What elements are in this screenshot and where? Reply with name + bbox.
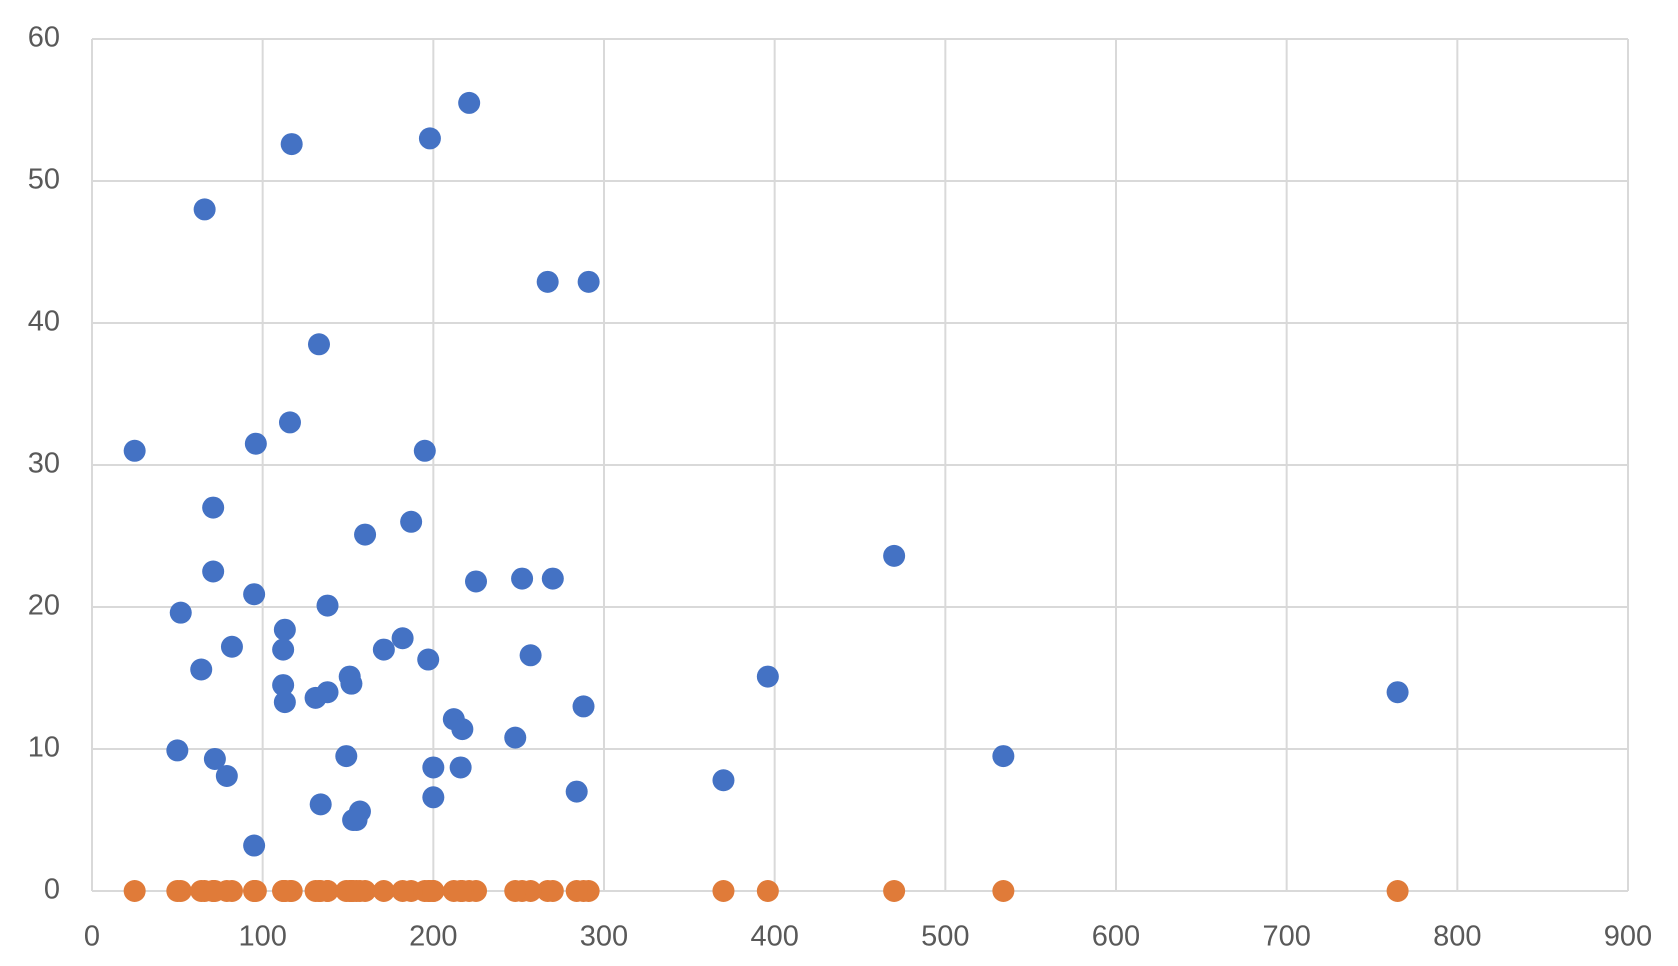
x-tick-label: 200 xyxy=(409,921,457,953)
point xyxy=(536,270,559,293)
x-tick-label: 500 xyxy=(921,921,969,953)
point xyxy=(123,880,146,902)
point xyxy=(215,880,238,902)
point xyxy=(458,91,481,114)
point xyxy=(272,638,295,661)
point xyxy=(202,496,225,519)
point xyxy=(756,880,779,902)
x-tick-label: 800 xyxy=(1433,921,1481,953)
x-tick-label: 600 xyxy=(1092,921,1140,953)
point xyxy=(273,618,296,641)
point xyxy=(883,544,906,567)
point xyxy=(193,198,216,221)
point xyxy=(203,747,226,770)
point xyxy=(220,635,243,658)
point xyxy=(511,567,534,590)
point xyxy=(340,672,363,695)
point xyxy=(166,739,189,762)
point xyxy=(572,695,595,718)
point xyxy=(243,834,266,857)
y-tick-label: 20 xyxy=(28,590,60,622)
point xyxy=(422,786,445,809)
y-tick-label: 30 xyxy=(28,448,60,480)
point xyxy=(372,638,395,661)
point xyxy=(712,769,735,792)
point xyxy=(577,270,600,293)
point xyxy=(335,745,358,768)
point xyxy=(243,880,266,902)
point xyxy=(756,665,779,688)
point xyxy=(417,648,440,671)
point xyxy=(992,880,1015,902)
x-tick-label: 100 xyxy=(238,921,286,953)
point xyxy=(413,439,436,462)
point xyxy=(272,674,295,697)
point xyxy=(166,880,189,902)
point xyxy=(883,880,906,902)
x-tick-label: 0 xyxy=(84,921,100,953)
y-tick-label: 10 xyxy=(28,732,60,764)
point xyxy=(280,133,303,156)
point xyxy=(169,601,192,624)
point xyxy=(519,880,542,902)
point xyxy=(307,333,330,356)
point xyxy=(391,627,414,650)
x-tick-label: 700 xyxy=(1262,921,1310,953)
point xyxy=(1386,681,1409,704)
y-tick-label: 0 xyxy=(44,874,60,906)
point xyxy=(309,880,332,902)
point xyxy=(345,880,368,902)
point xyxy=(519,644,542,667)
x-tick-label: 400 xyxy=(750,921,798,953)
point xyxy=(273,880,296,902)
point xyxy=(273,691,296,714)
point xyxy=(418,127,441,150)
point xyxy=(190,658,213,681)
y-tick-label: 40 xyxy=(28,306,60,338)
y-tick-label: 50 xyxy=(28,164,60,196)
point xyxy=(504,726,527,749)
point xyxy=(202,560,225,583)
x-tick-label: 900 xyxy=(1604,921,1652,953)
point xyxy=(449,880,472,902)
point xyxy=(422,880,445,902)
point xyxy=(992,745,1015,768)
point xyxy=(400,510,423,533)
point xyxy=(243,583,266,606)
point xyxy=(712,880,735,902)
point xyxy=(309,793,332,816)
point xyxy=(345,809,368,831)
point xyxy=(451,718,474,741)
point xyxy=(449,756,472,779)
x-tick-label: 300 xyxy=(580,921,628,953)
point xyxy=(565,780,588,803)
point xyxy=(372,880,395,902)
point xyxy=(215,764,238,787)
point xyxy=(541,567,564,590)
point xyxy=(465,570,487,593)
point xyxy=(123,439,146,462)
point xyxy=(391,880,414,902)
point xyxy=(316,594,339,617)
point xyxy=(304,686,327,709)
point xyxy=(422,756,445,779)
point xyxy=(278,411,301,434)
point xyxy=(354,523,377,546)
point xyxy=(1386,880,1409,902)
point xyxy=(565,880,588,902)
point xyxy=(504,880,527,902)
point xyxy=(541,880,564,902)
point xyxy=(244,432,267,455)
y-tick-label: 60 xyxy=(28,22,60,54)
